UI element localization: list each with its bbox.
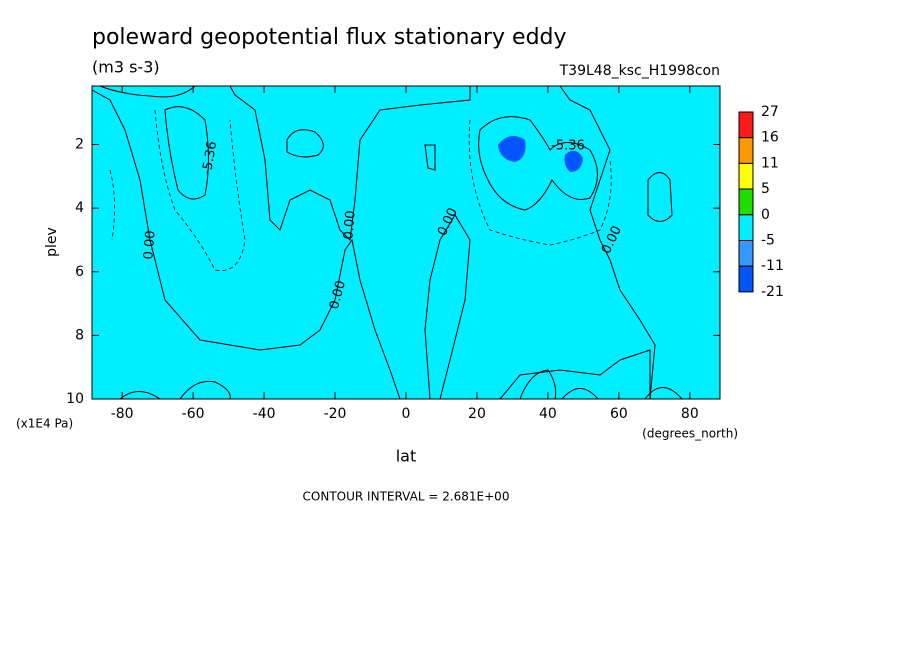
colorbar-label: -11	[761, 258, 784, 274]
y-tick-label: 8	[75, 327, 84, 343]
contour-fill	[498, 136, 526, 162]
contour-fill	[564, 150, 583, 172]
colorbar-label: 11	[761, 155, 779, 171]
x-units: (degrees_north)	[642, 427, 738, 441]
contour-label: 0.00	[341, 210, 358, 240]
x-tick-label: 40	[539, 406, 557, 422]
colorbar-box	[738, 162, 754, 190]
y-tick-label: 10	[66, 391, 84, 407]
dataset-label: T39L48_ksc_H1998con	[559, 63, 720, 79]
contour-fill	[647, 172, 673, 222]
contour-fill	[91, 89, 401, 400]
contour-line	[109, 169, 115, 241]
contour-fill	[164, 106, 209, 200]
contour-fill	[478, 116, 598, 211]
colorbar-box	[738, 188, 754, 216]
contour-fill	[498, 349, 651, 400]
y-tick-label: 6	[75, 264, 84, 280]
contour-fill	[99, 85, 197, 98]
colorbar-box	[738, 111, 754, 139]
contour-fill	[424, 214, 471, 400]
contour-fill	[286, 129, 324, 158]
chart-subtitle: (m3 s-3)	[92, 58, 160, 77]
contour-label: 0.00	[327, 279, 349, 311]
y-tick-label: 4	[75, 200, 84, 216]
contour-label: -5.36	[551, 139, 585, 154]
colorbar-label: 5	[761, 181, 770, 197]
x-tick-label: 80	[681, 406, 699, 422]
contour-fill	[519, 369, 557, 400]
contour-interval: CONTOUR INTERVAL = 2.681E+00	[303, 490, 510, 504]
contour-label: 0.00	[141, 230, 158, 260]
colorbar-label: 0	[761, 207, 770, 223]
x-tick-label: -80	[111, 406, 134, 422]
x-tick-label: -60	[182, 406, 205, 422]
contour-field	[91, 85, 721, 400]
y-tick-label: 2	[75, 137, 84, 153]
x-tick-label: -20	[324, 406, 347, 422]
contour-line	[468, 119, 612, 246]
contour-fill	[229, 85, 471, 242]
colorbar-label: -21	[761, 284, 784, 300]
colorbar-label: 27	[761, 104, 779, 120]
x-tick-label: 20	[468, 406, 486, 422]
colorbar-box	[738, 214, 754, 242]
contour-label: -5.36	[200, 140, 221, 176]
x-axis-label: lat	[396, 447, 417, 466]
contour-fill	[92, 86, 720, 399]
colorbar-label: -5	[761, 233, 775, 249]
chart-title: poleward geopotential flux stationary ed…	[92, 25, 567, 50]
contour-fill	[424, 144, 436, 171]
y-units: (x1E4 Pa)	[16, 417, 73, 431]
colorbar-box	[738, 265, 754, 293]
x-tick-label: 60	[610, 406, 628, 422]
contour-line	[154, 109, 246, 272]
x-tick-label: 0	[402, 406, 411, 422]
y-axis-label: plev	[44, 227, 60, 257]
x-tick-label: -40	[253, 406, 276, 422]
colorbar-box	[738, 240, 754, 267]
colorbar-box	[738, 137, 754, 164]
contour-fill	[179, 380, 231, 400]
colorbar-label: 16	[761, 130, 779, 146]
